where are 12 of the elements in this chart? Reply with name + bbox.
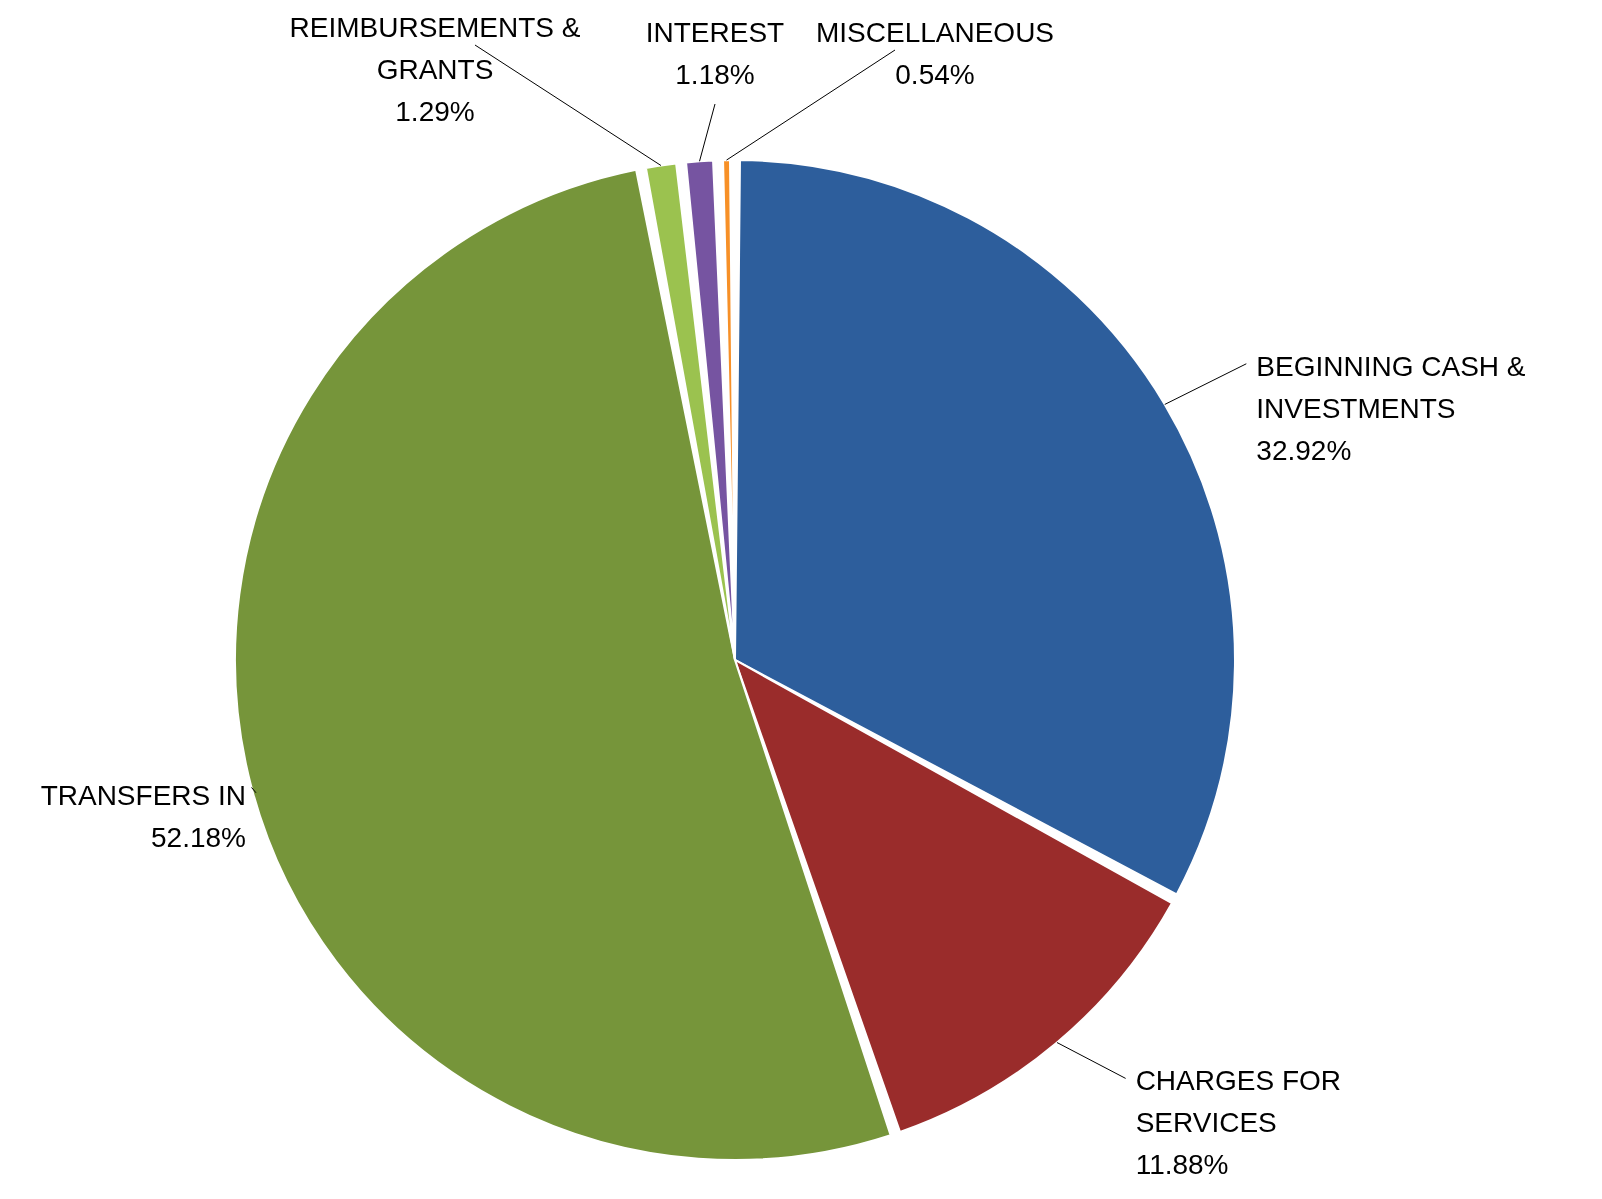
slice-label: TRANSFERS IN [40, 779, 246, 811]
data-label: 32.92% [1256, 434, 1352, 466]
data-label: 1.18% [675, 59, 755, 90]
slice-label: CHARGES FOR SERVICES [1135, 1065, 1341, 1139]
data-label: 0.54% [895, 59, 975, 90]
data-label: 11.88% [1135, 1149, 1229, 1181]
slice-label: MISCELLANEOUS [815, 17, 1055, 48]
slice-label: INTEREST [645, 17, 785, 48]
data-label: 52.18% [151, 821, 246, 853]
data-label: 1.29% [395, 96, 475, 127]
slice-label: BEGINNING CASH & INVESTMENTS [1256, 350, 1526, 424]
slice-label: REIMBURSEMENTS & GRANTS [289, 12, 581, 85]
